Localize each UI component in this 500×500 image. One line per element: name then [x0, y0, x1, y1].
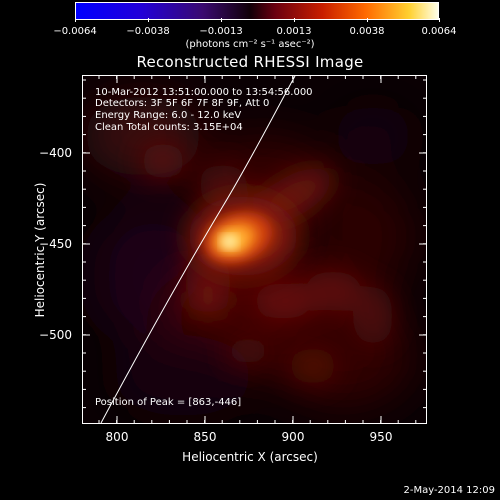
timestamp: 2-May-2014 12:09 — [403, 485, 495, 496]
x-tick-label: 950 — [369, 430, 393, 444]
info-detectors: Detectors: 3F 5F 6F 7F 8F 9F, Att 0 — [95, 98, 270, 109]
colorbar-tick-mark — [439, 18, 440, 22]
colorbar-tick-mark — [75, 18, 76, 22]
solar-limb-line — [100, 76, 296, 423]
colorbar-tick-label: 0.0038 — [349, 26, 385, 37]
colorbar-tick-label: 0.0013 — [276, 26, 312, 37]
x-tick-label: 800 — [105, 430, 129, 444]
image-map — [83, 76, 426, 423]
colorbar-tick-label: −0.0038 — [126, 26, 170, 37]
y-axis-ticks: −400 −450 −500 — [0, 0, 78, 500]
y-tick-label: −500 — [39, 328, 72, 342]
colorbar — [75, 2, 439, 20]
info-counts: Clean Total counts: 3.15E+04 — [95, 122, 243, 133]
x-axis-label: Heliocentric X (arcsec) — [182, 450, 318, 464]
diffuse-background — [83, 96, 413, 416]
colorbar-tick-label: −0.0064 — [53, 26, 97, 37]
x-tick-label: 900 — [281, 430, 305, 444]
plot-title: Reconstructed RHESSI Image — [136, 53, 364, 71]
y-axis-label: Heliocentric Y (arcsec) — [33, 182, 47, 318]
colorbar-tick-mark — [148, 18, 149, 22]
y-tick-label: −450 — [39, 237, 72, 251]
colorbar-tick-mark — [367, 18, 368, 22]
colorbar-tick-mark — [294, 18, 295, 22]
info-time-range: 10-Mar-2012 13:51:00.000 to 13:54:56.000 — [95, 87, 313, 98]
colorbar-tick-label: 0.0064 — [421, 26, 457, 37]
peak-position: Position of Peak = [863,-446] — [95, 397, 242, 408]
y-tick-label: −400 — [39, 146, 72, 160]
colorbar-tick-mark — [221, 18, 222, 22]
colorbar-units: (photons cm⁻² s⁻¹ asec⁻²) — [185, 39, 315, 50]
colorbar-tick-label: −0.0013 — [199, 26, 243, 37]
x-tick-label: 850 — [193, 430, 217, 444]
plot-area — [82, 75, 427, 424]
flare-source — [188, 196, 298, 276]
info-energy-range: Energy Range: 6.0 - 12.0 keV — [95, 110, 242, 121]
